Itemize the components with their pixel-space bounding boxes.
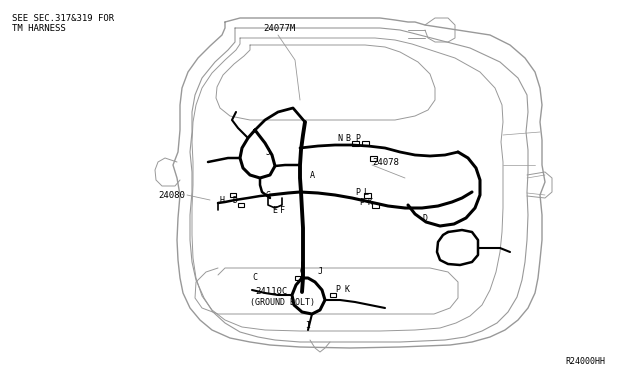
Text: J: J: [317, 267, 323, 276]
Text: G: G: [300, 267, 305, 276]
Text: D: D: [232, 196, 237, 205]
Bar: [230, 193, 236, 197]
Text: K: K: [367, 198, 372, 206]
Text: C: C: [253, 273, 257, 282]
Text: E: E: [273, 205, 278, 215]
Text: SEE SEC.317&319 FOR: SEE SEC.317&319 FOR: [12, 13, 114, 22]
Bar: [364, 192, 371, 198]
Text: K: K: [344, 285, 349, 295]
Text: B: B: [346, 134, 351, 142]
Text: 24077M: 24077M: [263, 23, 295, 32]
Text: P: P: [335, 285, 340, 295]
Bar: [295, 276, 301, 280]
Bar: [330, 293, 336, 297]
Bar: [362, 141, 369, 145]
Bar: [370, 155, 377, 160]
Text: D: D: [422, 214, 428, 222]
Text: P: P: [355, 134, 360, 142]
Text: I: I: [305, 321, 310, 330]
Text: 24078: 24078: [372, 157, 399, 167]
Text: N: N: [337, 134, 342, 142]
Text: (GROUND BOLT): (GROUND BOLT): [250, 298, 315, 307]
Bar: [352, 141, 359, 145]
Text: G: G: [266, 190, 271, 199]
Text: P: P: [360, 198, 365, 206]
Text: 24080: 24080: [158, 190, 185, 199]
Text: TM HARNESS: TM HARNESS: [12, 23, 66, 32]
Text: F: F: [280, 205, 285, 215]
Text: L: L: [364, 187, 369, 196]
Text: R24000HH: R24000HH: [565, 357, 605, 366]
Text: 24110C: 24110C: [255, 288, 287, 296]
Text: P: P: [355, 187, 360, 196]
Text: J: J: [266, 148, 271, 157]
Bar: [238, 203, 244, 207]
Bar: [372, 202, 379, 208]
Text: A: A: [310, 170, 314, 180]
Text: H: H: [220, 196, 225, 205]
